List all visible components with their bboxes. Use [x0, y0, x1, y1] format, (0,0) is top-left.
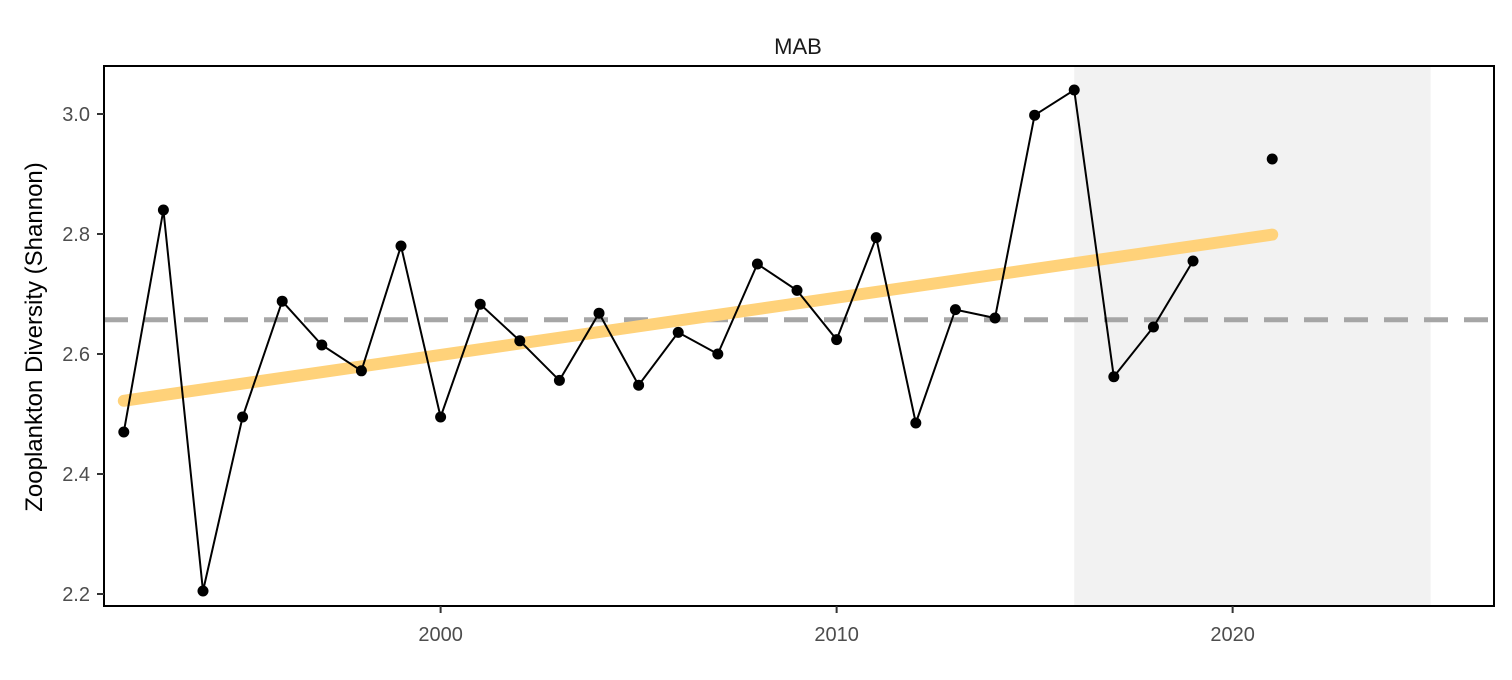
data-point: [910, 417, 922, 429]
x-tick-label: 2000: [418, 624, 463, 646]
y-tick-label: 2.4: [62, 464, 90, 486]
x-tick-label: 2010: [814, 624, 859, 646]
y-tick-label: 2.2: [62, 584, 90, 606]
data-point: [791, 284, 803, 296]
y-axis-label: Zooplankton Diversity (Shannon): [21, 162, 48, 512]
data-point: [276, 295, 288, 307]
data-point: [949, 304, 961, 316]
trend-line: [117, 228, 1279, 407]
data-point: [355, 365, 367, 377]
plot-area: 2.2 2.4 2.6 2.8 3.0 2000 2010 2020: [62, 65, 1495, 646]
data-point: [593, 307, 605, 319]
data-point: [1147, 321, 1159, 333]
data-point: [118, 426, 130, 438]
data-point: [237, 411, 249, 423]
data-point: [870, 232, 882, 244]
data-point: [1266, 153, 1278, 165]
data-point: [712, 348, 724, 360]
data-point: [1187, 255, 1199, 267]
series-line: [122, 88, 1194, 592]
data-point: [553, 374, 565, 386]
y-tick-label: 3.0: [62, 104, 90, 126]
data-point: [1029, 109, 1041, 121]
x-tick-label: 2020: [1210, 624, 1255, 646]
data-point: [633, 379, 645, 391]
data-point: [514, 335, 526, 347]
chart-title: MAB: [774, 34, 822, 59]
y-tick-label: 2.6: [62, 344, 90, 366]
shaded-region: [1074, 66, 1431, 606]
data-point: [316, 339, 328, 351]
data-point: [1068, 84, 1080, 96]
data-point: [831, 334, 843, 346]
plot-border: [103, 65, 1495, 607]
data-point: [474, 298, 486, 310]
data-point: [395, 240, 407, 252]
data-point: [751, 258, 763, 270]
y-tick-label: 2.8: [62, 224, 90, 246]
data-point: [989, 312, 1001, 324]
data-point: [1108, 371, 1120, 383]
data-point: [197, 585, 209, 597]
data-point: [157, 204, 169, 216]
data-point: [435, 411, 447, 423]
data-point: [672, 326, 684, 338]
